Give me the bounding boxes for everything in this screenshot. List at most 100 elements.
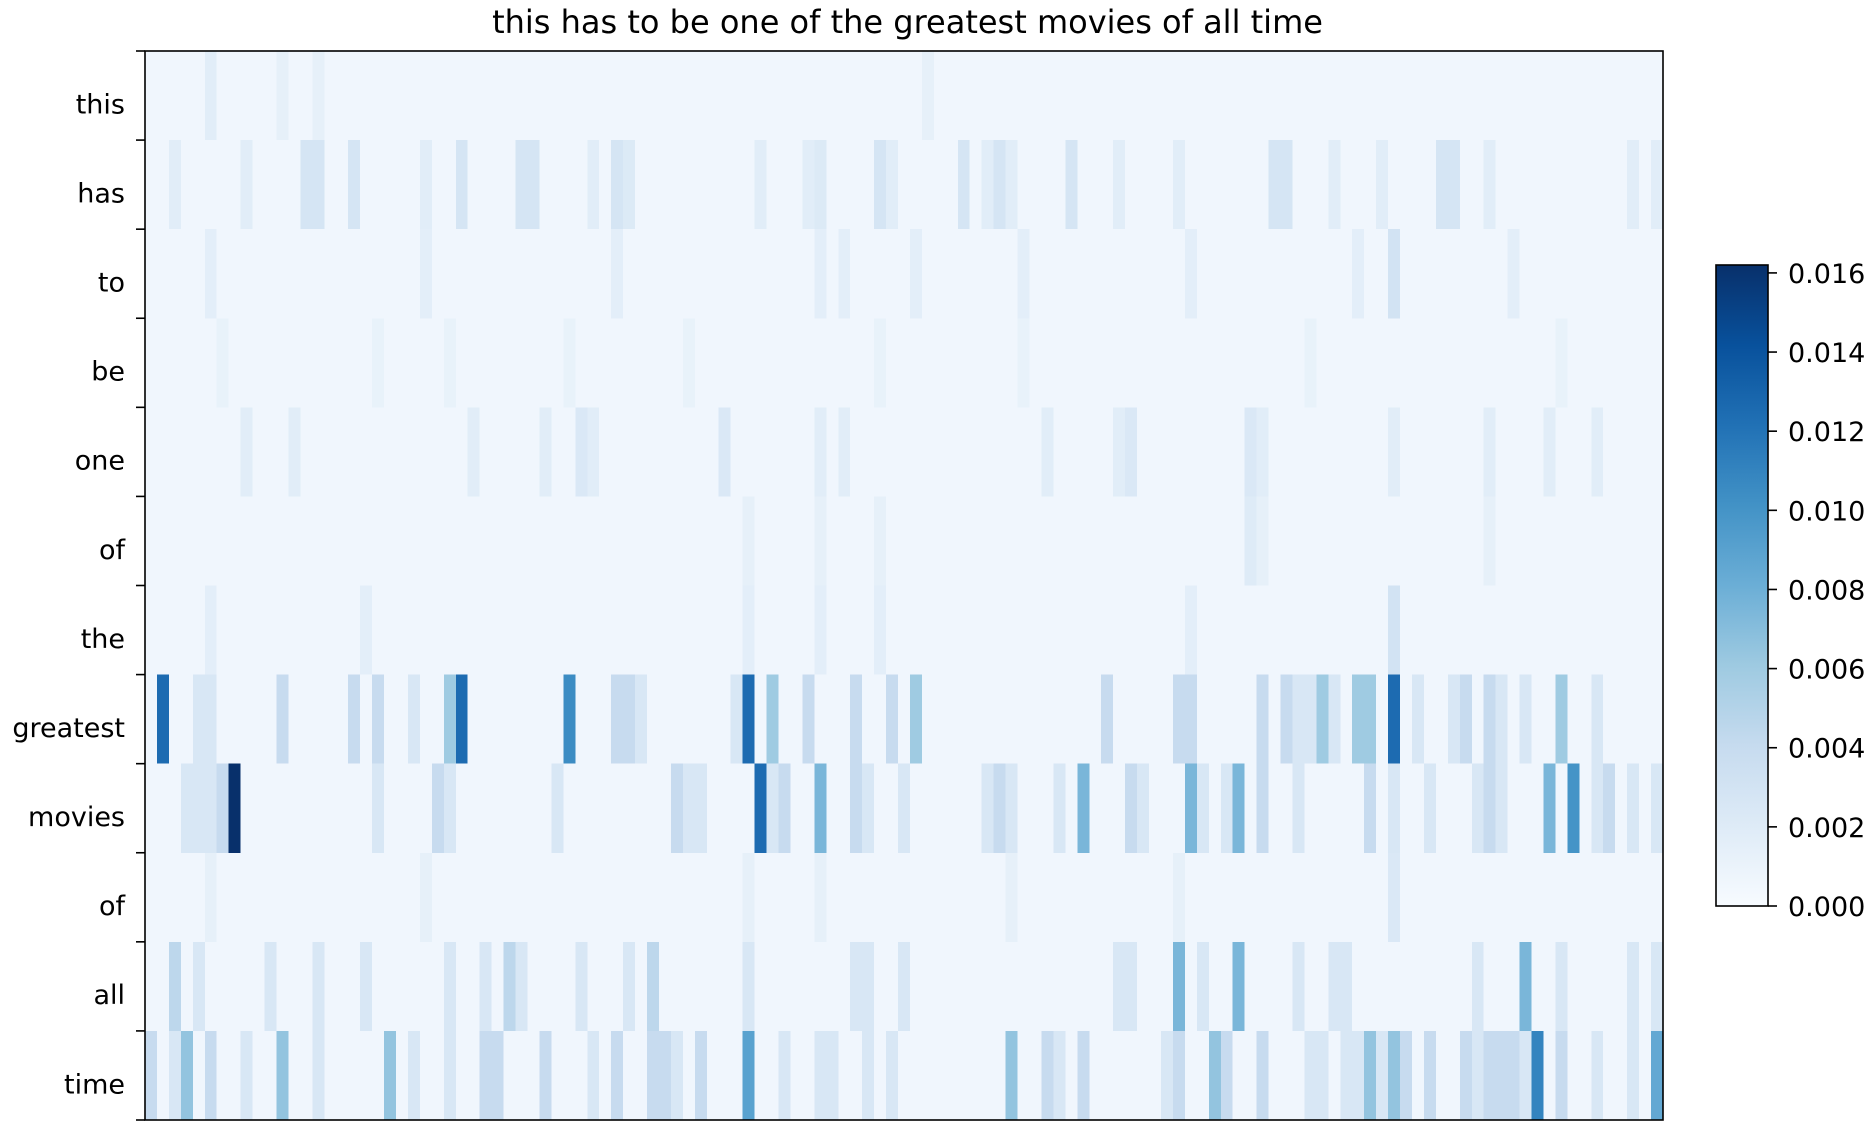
heatmap-cell xyxy=(814,496,827,587)
heatmap-cell xyxy=(1591,407,1604,498)
heatmap-cell xyxy=(1053,1030,1066,1121)
heatmap-cell xyxy=(324,318,337,408)
heatmap-cell xyxy=(587,852,600,943)
heatmap-cell xyxy=(1208,941,1222,1032)
heatmap-cell xyxy=(1065,140,1078,230)
heatmap-cell xyxy=(909,585,923,676)
heatmap-cell xyxy=(1376,1030,1389,1121)
heatmap-cell xyxy=(1603,1030,1616,1121)
heatmap-cell xyxy=(180,229,194,319)
heatmap-cell xyxy=(1256,318,1270,408)
heatmap-cell xyxy=(1567,674,1580,765)
heatmap-cell xyxy=(563,585,576,676)
heatmap-cell xyxy=(1555,140,1568,230)
heatmap-cell xyxy=(1304,763,1317,854)
heatmap-cell xyxy=(360,1030,373,1121)
heatmap-cell xyxy=(647,1030,660,1121)
heatmap-cell xyxy=(503,852,517,943)
heatmap-cell xyxy=(527,140,541,230)
heatmap-cell xyxy=(1352,763,1365,854)
heatmap-cell xyxy=(623,674,636,765)
heatmap-cell xyxy=(862,1030,875,1121)
heatmap-cell xyxy=(658,674,672,765)
heatmap-cell xyxy=(1447,763,1461,854)
heatmap-cell xyxy=(802,763,815,854)
heatmap-cell xyxy=(1471,229,1485,319)
heatmap-cell xyxy=(1065,496,1078,587)
heatmap-cell xyxy=(766,496,780,587)
heatmap-cell xyxy=(730,229,744,319)
heatmap-cell xyxy=(898,852,911,943)
heatmap-cell xyxy=(180,941,194,1032)
heatmap-cell xyxy=(1149,674,1162,765)
heatmap-cell xyxy=(1244,229,1258,319)
heatmap-cell xyxy=(1627,496,1640,587)
heatmap-cell xyxy=(527,852,541,943)
heatmap-cell xyxy=(623,496,636,587)
heatmap-cell xyxy=(503,318,517,408)
heatmap-cell xyxy=(1328,763,1341,854)
heatmap-cell xyxy=(372,140,385,230)
heatmap-cell xyxy=(300,674,313,765)
heatmap-cell xyxy=(754,1030,768,1121)
heatmap-cell xyxy=(1172,1030,1186,1121)
heatmap-cell xyxy=(551,229,564,319)
heatmap-cell xyxy=(1531,852,1545,943)
heatmap-cell xyxy=(898,140,911,230)
heatmap-cell xyxy=(455,852,469,943)
heatmap-cell xyxy=(1101,674,1114,765)
heatmap-cell xyxy=(300,941,313,1032)
heatmap-cell xyxy=(862,496,875,587)
heatmap-cell xyxy=(252,585,266,676)
heatmap-cell xyxy=(1160,763,1174,854)
heatmap-cell xyxy=(1077,674,1090,765)
heatmap-cell xyxy=(754,496,768,587)
heatmap-cell xyxy=(1220,585,1234,676)
heatmap-cell xyxy=(838,941,851,1032)
heatmap-cell xyxy=(1041,1030,1055,1121)
heatmap-cell xyxy=(850,318,863,408)
heatmap-cell xyxy=(156,763,170,854)
heatmap-cell xyxy=(862,140,875,230)
heatmap-cell xyxy=(1435,229,1449,319)
heatmap-cell xyxy=(372,229,385,319)
heatmap-cell xyxy=(838,852,851,943)
heatmap-cell xyxy=(1292,229,1306,319)
heatmap-cell xyxy=(1411,496,1425,587)
heatmap-cell xyxy=(1447,318,1461,408)
heatmap-cell xyxy=(1603,51,1616,141)
heatmap-cell xyxy=(216,140,230,230)
heatmap-cell xyxy=(1292,674,1306,765)
heatmap-cell xyxy=(204,229,218,319)
heatmap-cell xyxy=(336,852,349,943)
heatmap-cell xyxy=(312,51,325,141)
heatmap-cell xyxy=(1388,51,1401,141)
heatmap-cell xyxy=(647,674,660,765)
heatmap-cell xyxy=(1077,763,1090,854)
heatmap-cell xyxy=(204,763,218,854)
heatmap-cell xyxy=(1268,763,1282,854)
heatmap-cell xyxy=(850,229,863,319)
heatmap-cell xyxy=(1065,51,1078,141)
heatmap-cell xyxy=(1447,674,1461,765)
heatmap-cell xyxy=(1304,1030,1317,1121)
heatmap-cell xyxy=(1220,1030,1234,1121)
heatmap-cell xyxy=(145,941,158,1032)
heatmap-cell xyxy=(933,51,947,141)
heatmap-cell xyxy=(216,763,230,854)
heatmap-cell xyxy=(1196,51,1210,141)
heatmap-cell xyxy=(1627,318,1640,408)
heatmap-cell xyxy=(264,496,278,587)
heatmap-cell xyxy=(1531,585,1545,676)
heatmap-cell xyxy=(957,941,971,1032)
heatmap-cell xyxy=(1089,229,1102,319)
heatmap-cell xyxy=(706,763,720,854)
heatmap-cell xyxy=(575,140,588,230)
heatmap-cell xyxy=(838,585,851,676)
heatmap-cell xyxy=(718,763,732,854)
heatmap-cell xyxy=(300,852,313,943)
heatmap-cell xyxy=(1280,1030,1294,1121)
heatmap-cell xyxy=(1328,140,1341,230)
heatmap-cell xyxy=(635,496,648,587)
